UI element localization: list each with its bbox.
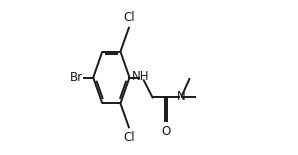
Text: N: N [177,90,185,103]
Text: Cl: Cl [124,131,136,144]
Text: Br: Br [70,71,83,84]
Text: O: O [161,125,170,138]
Text: NH: NH [132,70,150,83]
Text: Cl: Cl [124,11,136,24]
